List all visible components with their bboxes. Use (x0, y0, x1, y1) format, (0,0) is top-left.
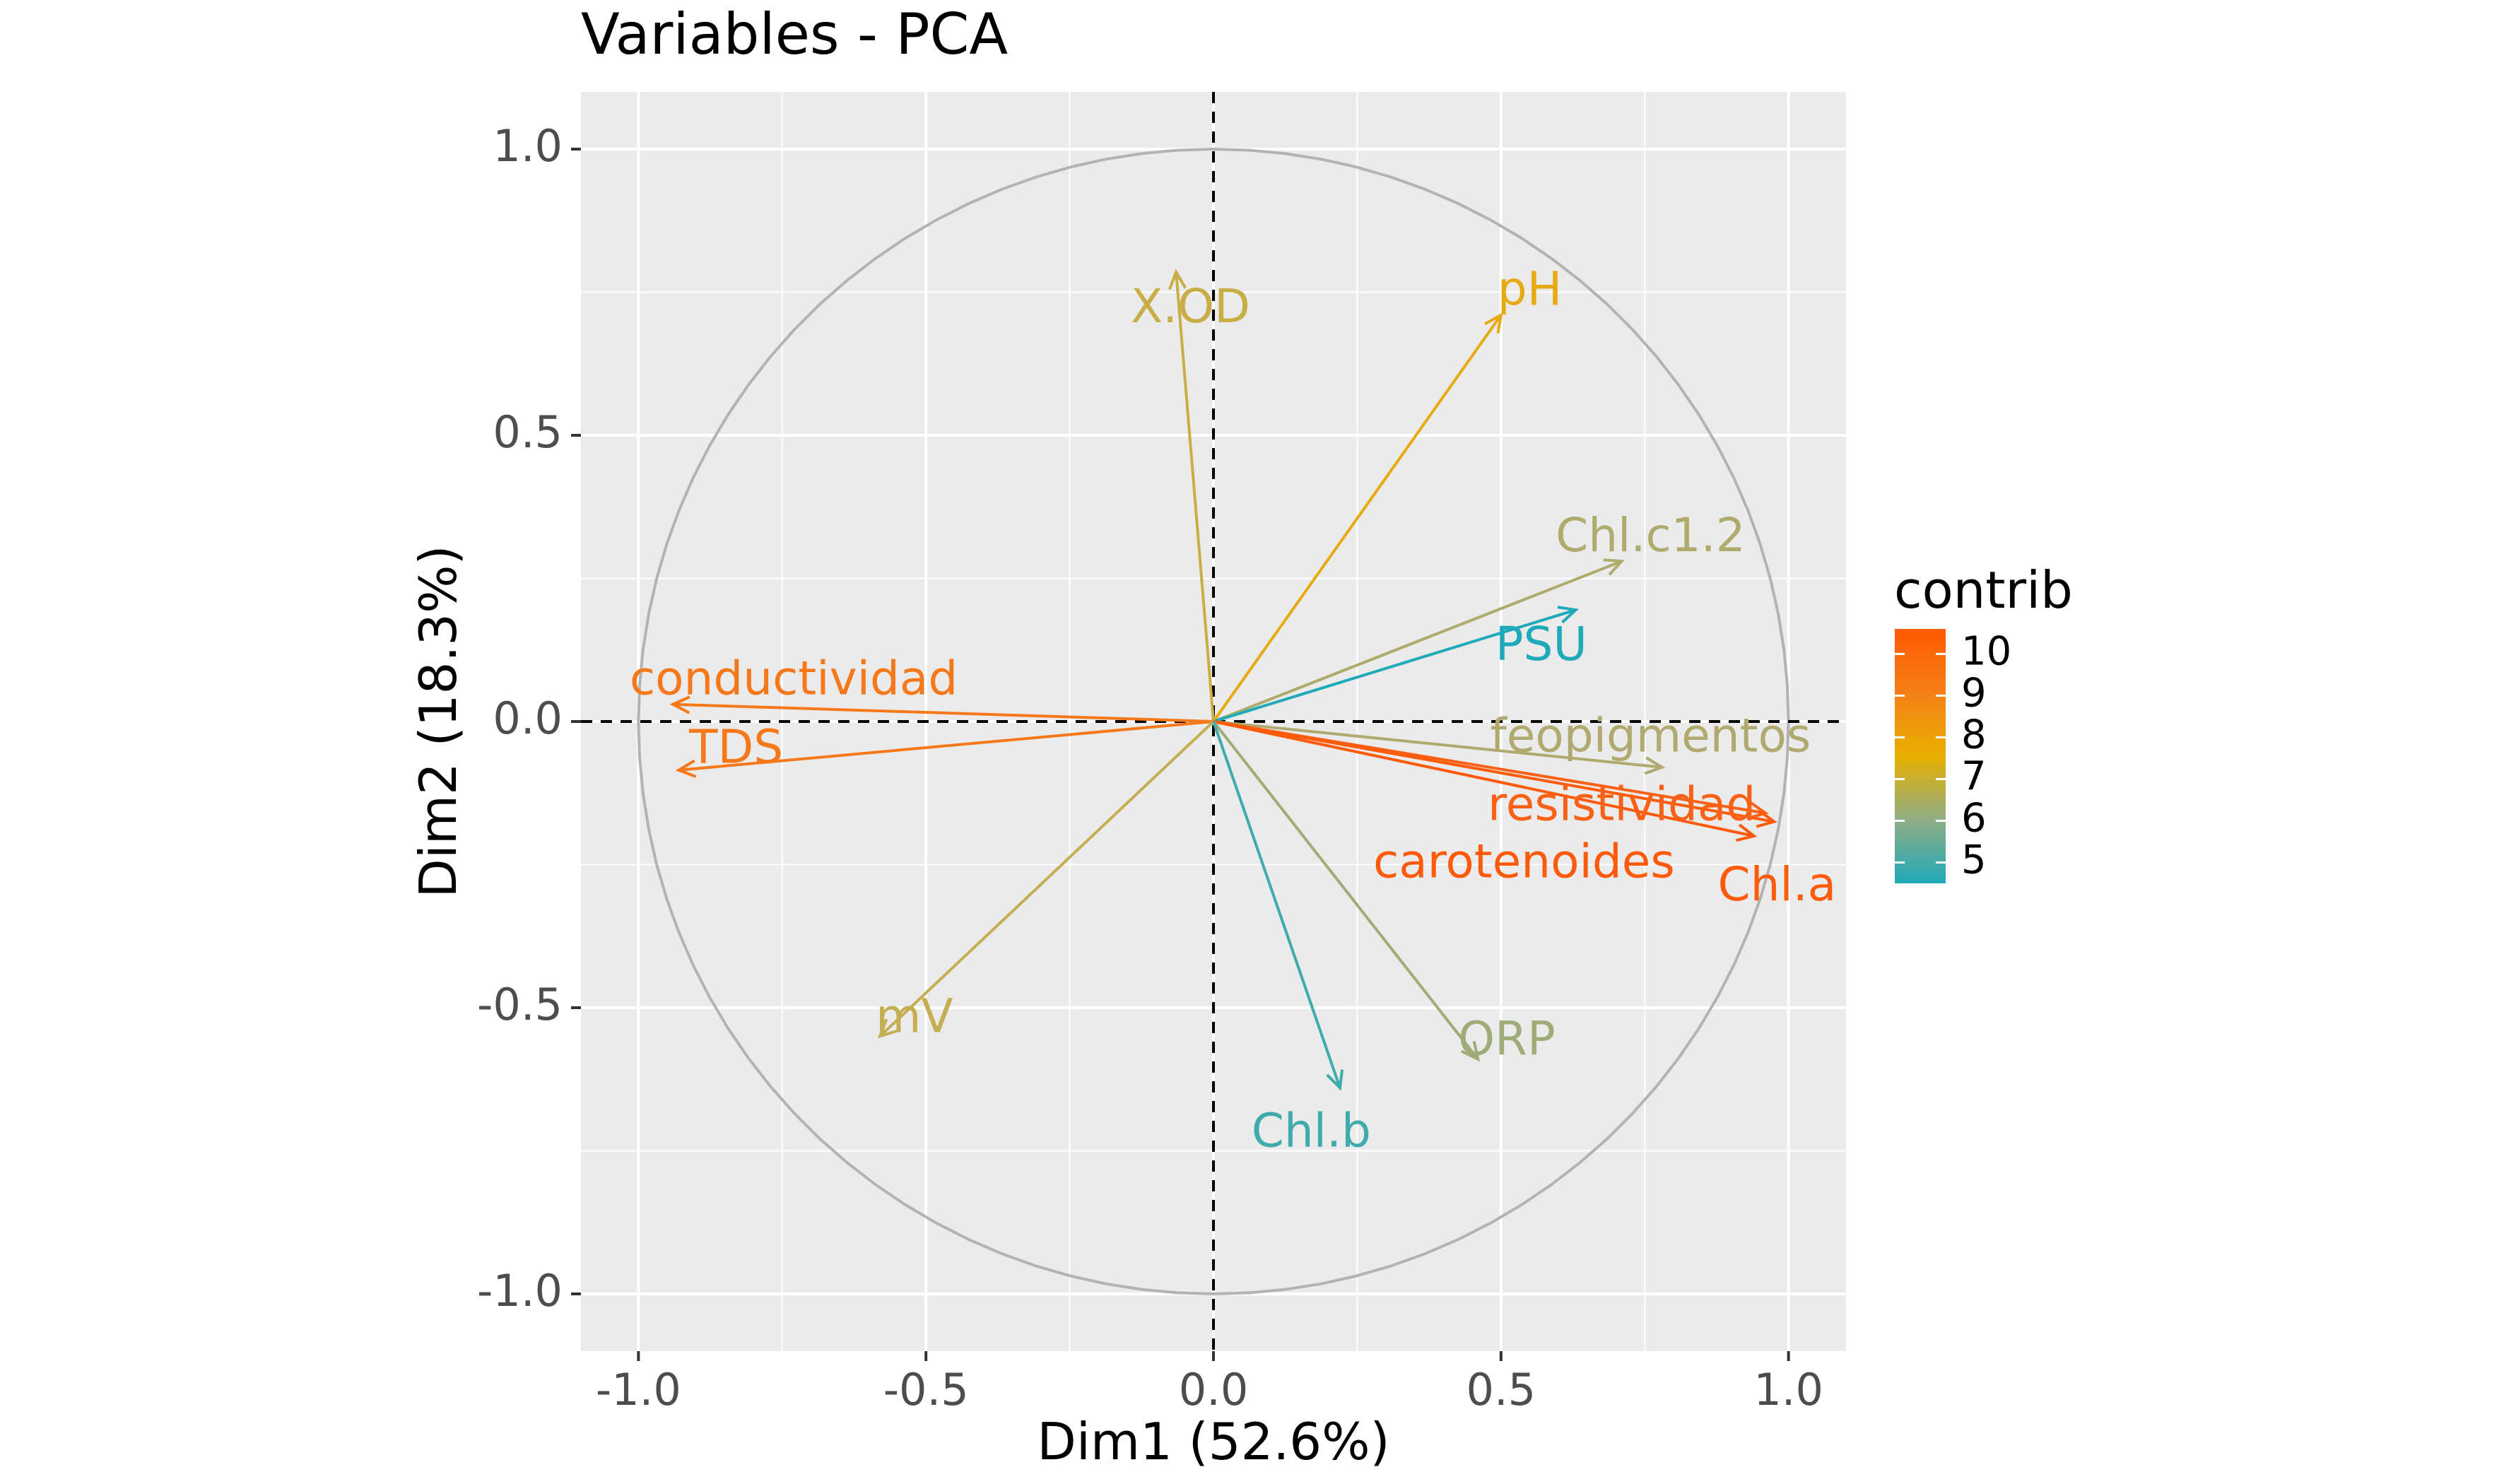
variable-label: pH (1498, 262, 1563, 317)
arrow-chl-b (1212, 721, 1344, 1091)
y-axis-label: Dim2 (18.3%) (408, 545, 468, 897)
variable-label: ORP (1458, 1012, 1556, 1066)
x-tick-label: -0.5 (883, 1364, 969, 1415)
arrow-head (877, 1018, 898, 1039)
arrow-head (1168, 269, 1187, 290)
arrow-carotenoides (1213, 720, 1758, 842)
variable-label: conductividad (630, 651, 958, 705)
arrow-head (1461, 1041, 1481, 1062)
arrow-shaft (1212, 720, 1479, 1061)
arrow-feopigmentos (1213, 720, 1666, 775)
variable-labels: X.OD pH Chl.c1.2 PSU conductividad TDS feopigm… (630, 262, 1836, 1158)
legend-tick-label: 5 (1961, 837, 1987, 883)
arrow-shaft (1213, 608, 1577, 723)
variable-label: X.OD (1131, 279, 1250, 334)
x-tick-label: -1.0 (596, 1364, 681, 1415)
y-tick-label: 0.5 (493, 406, 563, 458)
arrow-mv (877, 720, 1215, 1039)
arrow-head (1736, 823, 1758, 842)
variable-label: mV (876, 989, 953, 1043)
y-tick-label: 0.0 (493, 693, 563, 744)
arrow-shaft (1175, 271, 1215, 722)
arrow-head (675, 759, 697, 778)
variable-label: resistividad (1488, 777, 1756, 832)
arrow-shaft (1212, 721, 1341, 1089)
arrow-head (1603, 558, 1625, 576)
variable-arrows (669, 269, 1777, 1091)
correlation-circle (637, 147, 1790, 1296)
arrow-tds (675, 720, 1214, 778)
arrow-chl-a (1213, 720, 1777, 828)
arrow-psu (1213, 606, 1579, 723)
variable-label: carotenoides (1373, 835, 1675, 889)
legend-colorbar (1895, 629, 1946, 883)
arrow-conductividad (669, 695, 1214, 723)
arrow-shaft (678, 720, 1214, 772)
arrow-orp (1212, 720, 1481, 1062)
variable-label: TDS (688, 720, 783, 775)
arrow-shaft (1212, 314, 1503, 723)
variable-label: Chl.a (1718, 857, 1837, 912)
arrow-shaft (1213, 720, 1775, 823)
variable-label: feopigmentos (1491, 708, 1811, 762)
y-tick-label: 1.0 (493, 120, 563, 172)
arrow-head (1557, 606, 1579, 624)
arrow-shaft (1213, 720, 1755, 837)
x-axis: -1.0 -0.5 0.0 0.5 1.0 (596, 1351, 1823, 1415)
legend-tick-label: 6 (1961, 796, 1987, 842)
arrow-shaft (1213, 720, 1662, 769)
y-tick-label: -1.0 (477, 1265, 563, 1317)
arrow-chl-c1-2 (1213, 558, 1625, 723)
x-tick-label: 1.0 (1753, 1364, 1823, 1415)
chart-title: Variables - PCA (581, 1, 1008, 67)
arrow-head (1484, 312, 1503, 334)
arrow-x-od (1168, 269, 1215, 722)
arrow-shaft (673, 702, 1214, 723)
y-tick-label: -0.5 (477, 979, 563, 1030)
variable-label: Chl.c1.2 (1556, 508, 1745, 563)
arrow-head (1644, 756, 1666, 775)
x-tick-label: 0.5 (1466, 1364, 1536, 1415)
variable-label: PSU (1495, 617, 1587, 671)
legend-title: contrib (1894, 560, 2073, 620)
arrow-head (1747, 801, 1769, 820)
arrow-head (1326, 1069, 1344, 1091)
x-tick-label: 0.0 (1179, 1364, 1249, 1415)
arrow-shaft (878, 720, 1215, 1037)
arrow-head (669, 695, 690, 714)
legend-tick-label: 9 (1961, 671, 1987, 717)
arrow-shaft (1213, 560, 1623, 723)
legend-tick-label: 8 (1961, 712, 1987, 758)
arrow-ph (1212, 312, 1503, 723)
legend-tick-label: 10 (1961, 629, 2011, 675)
legend-tick-label: 7 (1961, 754, 1987, 800)
variable-label: Chl.b (1252, 1103, 1371, 1158)
x-axis-label: Dim1 (52.6%) (1037, 1412, 1389, 1471)
y-axis: -1.0 -0.5 0.0 0.5 1.0 (477, 120, 581, 1317)
arrow-head (1756, 809, 1777, 828)
